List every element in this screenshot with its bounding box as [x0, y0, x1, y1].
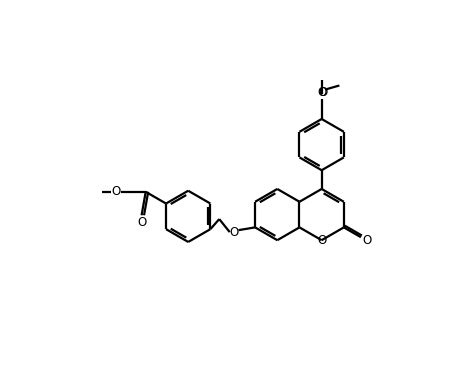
Text: O: O	[317, 86, 326, 99]
Text: O: O	[362, 234, 371, 247]
Text: O: O	[137, 216, 146, 229]
Text: O: O	[229, 226, 238, 239]
Text: O: O	[317, 234, 326, 247]
Text: O: O	[318, 86, 327, 99]
Text: O: O	[111, 185, 121, 198]
